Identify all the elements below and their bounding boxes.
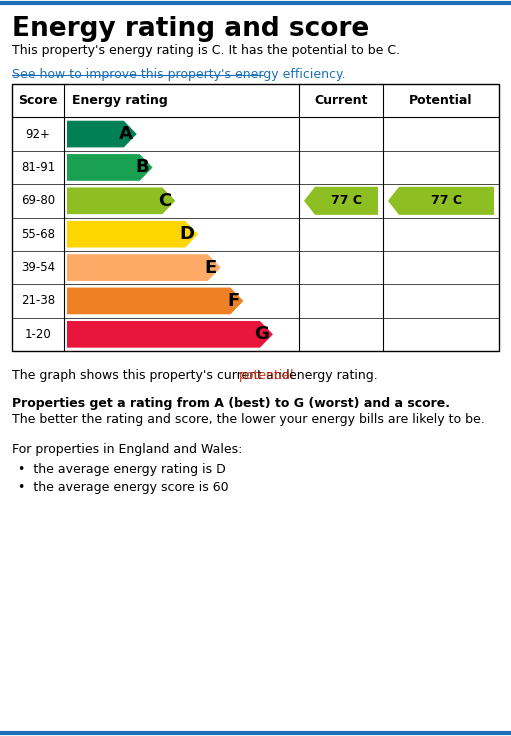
Text: 77 C: 77 C	[431, 194, 462, 208]
Text: A: A	[119, 125, 133, 143]
Text: Potential: Potential	[409, 94, 473, 107]
Text: E: E	[204, 258, 217, 277]
Text: The better the rating and score, the lower your energy bills are likely to be.: The better the rating and score, the low…	[12, 413, 485, 426]
Polygon shape	[67, 188, 175, 214]
Polygon shape	[67, 288, 243, 314]
Text: D: D	[179, 225, 194, 243]
Text: energy rating.: energy rating.	[285, 369, 378, 382]
Text: 69-80: 69-80	[21, 194, 55, 208]
Text: G: G	[254, 325, 269, 343]
Polygon shape	[304, 187, 378, 215]
Text: Energy rating: Energy rating	[72, 94, 168, 107]
Polygon shape	[388, 187, 494, 215]
Text: 21-38: 21-38	[21, 294, 55, 308]
Text: •  the average energy score is 60: • the average energy score is 60	[18, 481, 228, 494]
Text: Energy rating and score: Energy rating and score	[12, 16, 369, 42]
Text: This property's energy rating is C. It has the potential to be C.: This property's energy rating is C. It h…	[12, 44, 400, 57]
Text: potential: potential	[239, 369, 294, 382]
Polygon shape	[67, 321, 273, 347]
Text: B: B	[135, 158, 149, 177]
Text: The graph shows this property's current and: The graph shows this property's current …	[12, 369, 294, 382]
Text: 92+: 92+	[26, 127, 51, 141]
Polygon shape	[67, 154, 153, 181]
Text: Score: Score	[18, 94, 58, 107]
Text: C: C	[158, 192, 171, 210]
Text: Current: Current	[314, 94, 368, 107]
Text: 81-91: 81-91	[21, 161, 55, 174]
Text: For properties in England and Wales:: For properties in England and Wales:	[12, 443, 242, 456]
Text: 55-68: 55-68	[21, 227, 55, 241]
Polygon shape	[67, 221, 198, 247]
Polygon shape	[67, 121, 137, 147]
Bar	[12, 84, 499, 351]
Text: •  the average energy rating is D: • the average energy rating is D	[18, 463, 226, 476]
Text: See how to improve this property's energy efficiency.: See how to improve this property's energ…	[12, 68, 345, 81]
Text: F: F	[227, 292, 240, 310]
Text: The graph shows this property's current and potential energy rating.: The graph shows this property's current …	[12, 369, 442, 382]
Text: 77 C: 77 C	[331, 194, 362, 208]
Text: 1-20: 1-20	[25, 328, 52, 341]
Polygon shape	[67, 254, 221, 281]
Text: Properties get a rating from A (best) to G (worst) and a score.: Properties get a rating from A (best) to…	[12, 397, 450, 410]
Text: 39-54: 39-54	[21, 261, 55, 274]
